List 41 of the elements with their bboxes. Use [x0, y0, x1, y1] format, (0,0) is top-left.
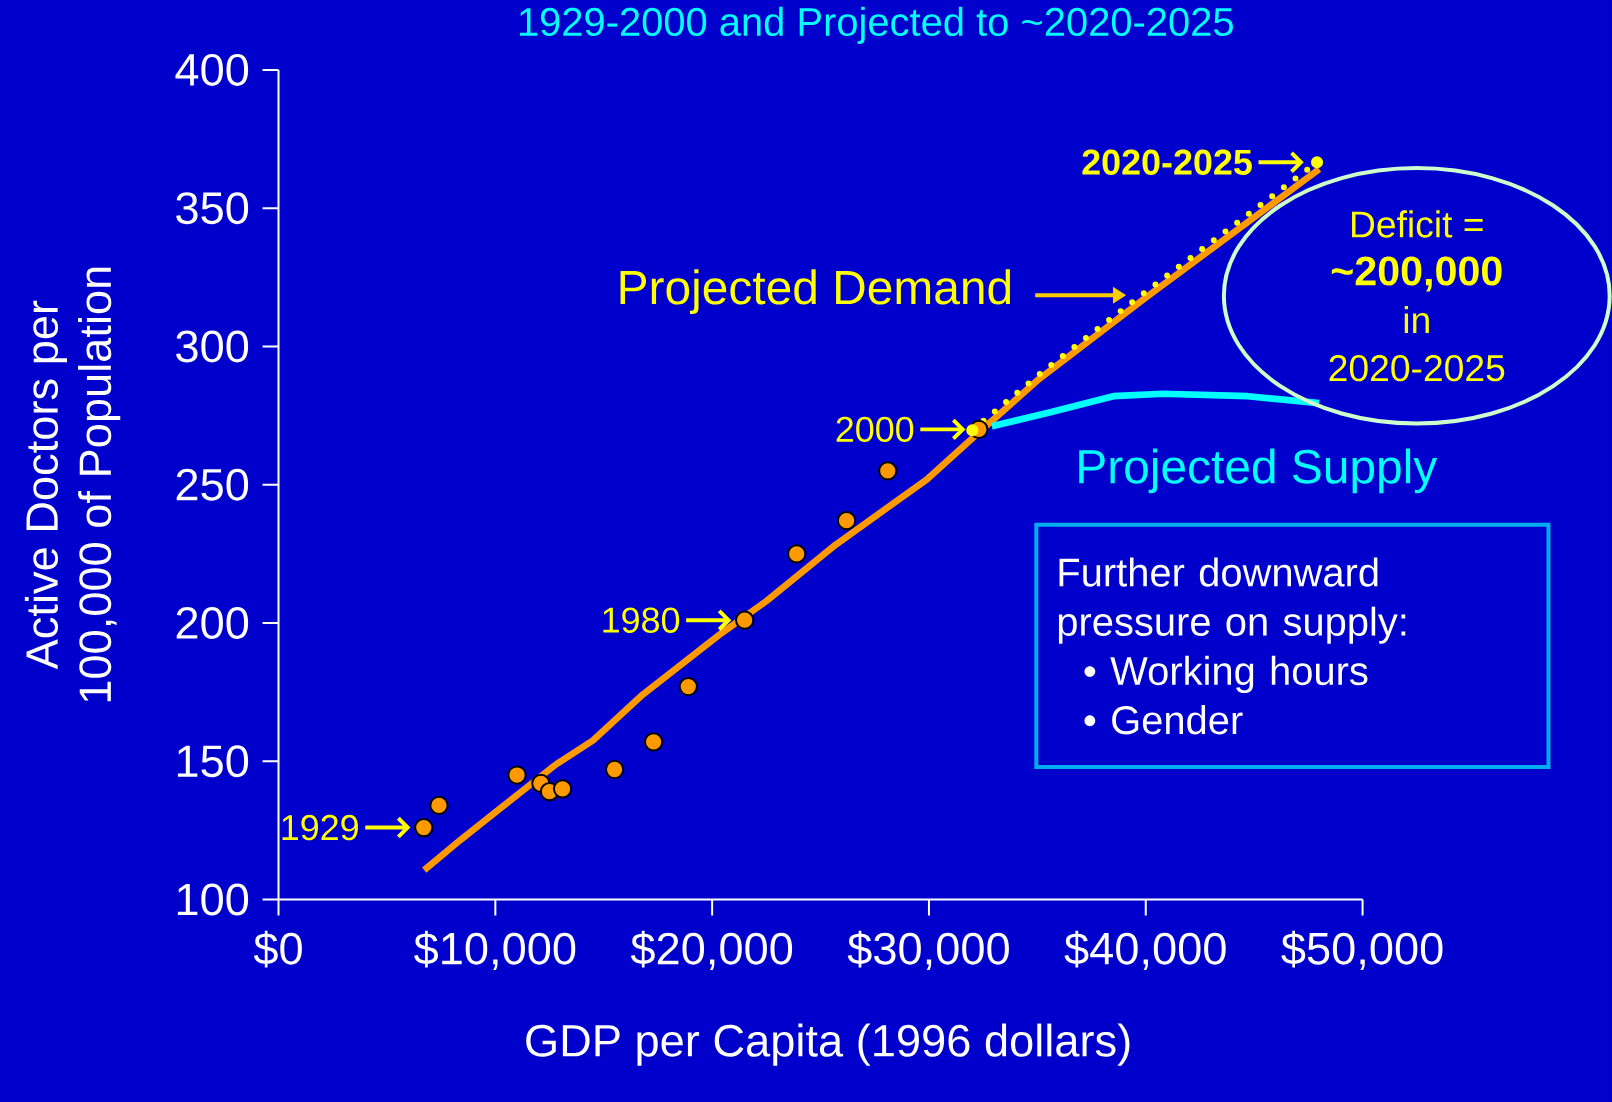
y-tick-label: 300 [176, 330, 249, 363]
point [414, 817, 434, 837]
point [643, 731, 664, 752]
point [735, 610, 755, 630]
annotation: Further downward pressure on supply: [1058, 557, 1406, 644]
annotation: 2020-2025 [1329, 354, 1505, 382]
y-tick-label: 200 [176, 606, 249, 639]
annotation: • Gender [1084, 704, 1243, 735]
annotation: 2020-2025 [1082, 149, 1252, 175]
x-tick-label: $50,000 [1281, 930, 1443, 970]
point [878, 460, 898, 481]
point [552, 778, 573, 799]
annotation: 1929 [282, 814, 358, 841]
x-tick-label: $20,000 [630, 930, 793, 970]
chart-title: 1929-2000 and Projected to ~2020-2025 [519, 6, 1233, 44]
annotation: Deficit = [1352, 210, 1483, 238]
x-tick-label: $0 [253, 930, 302, 968]
y-tick-label: 400 [175, 53, 249, 86]
text: in [1404, 305, 1429, 333]
x-axis-title: GDP per Capita (1996 dollars) [526, 1023, 1130, 1066]
point [678, 676, 698, 696]
point [1310, 155, 1324, 169]
y-tick-label: 100 [177, 883, 249, 916]
annotation: 2000 [836, 416, 914, 442]
x-tick-label: $40,000 [1064, 930, 1226, 970]
point [604, 759, 625, 779]
x-tick-label: $30,000 [847, 930, 1009, 970]
y-tick-label: 250 [176, 468, 249, 501]
annotation: 1980 [603, 607, 680, 633]
series-label: Projected Supply [1079, 448, 1438, 493]
series-label: Projected Demand [620, 269, 1011, 314]
point [429, 795, 449, 815]
annotation: • Working hours [1084, 655, 1368, 693]
y-tick-label: 150 [177, 744, 249, 777]
x-tick-label: $10,000 [414, 930, 576, 970]
annotation: ~200,000 [1331, 256, 1502, 292]
y-tick-label: 350 [176, 191, 249, 224]
point [787, 543, 807, 564]
point [507, 765, 527, 785]
y-axis-title: Active Doctors per 100,000 of Population [24, 267, 121, 702]
point [836, 510, 857, 531]
